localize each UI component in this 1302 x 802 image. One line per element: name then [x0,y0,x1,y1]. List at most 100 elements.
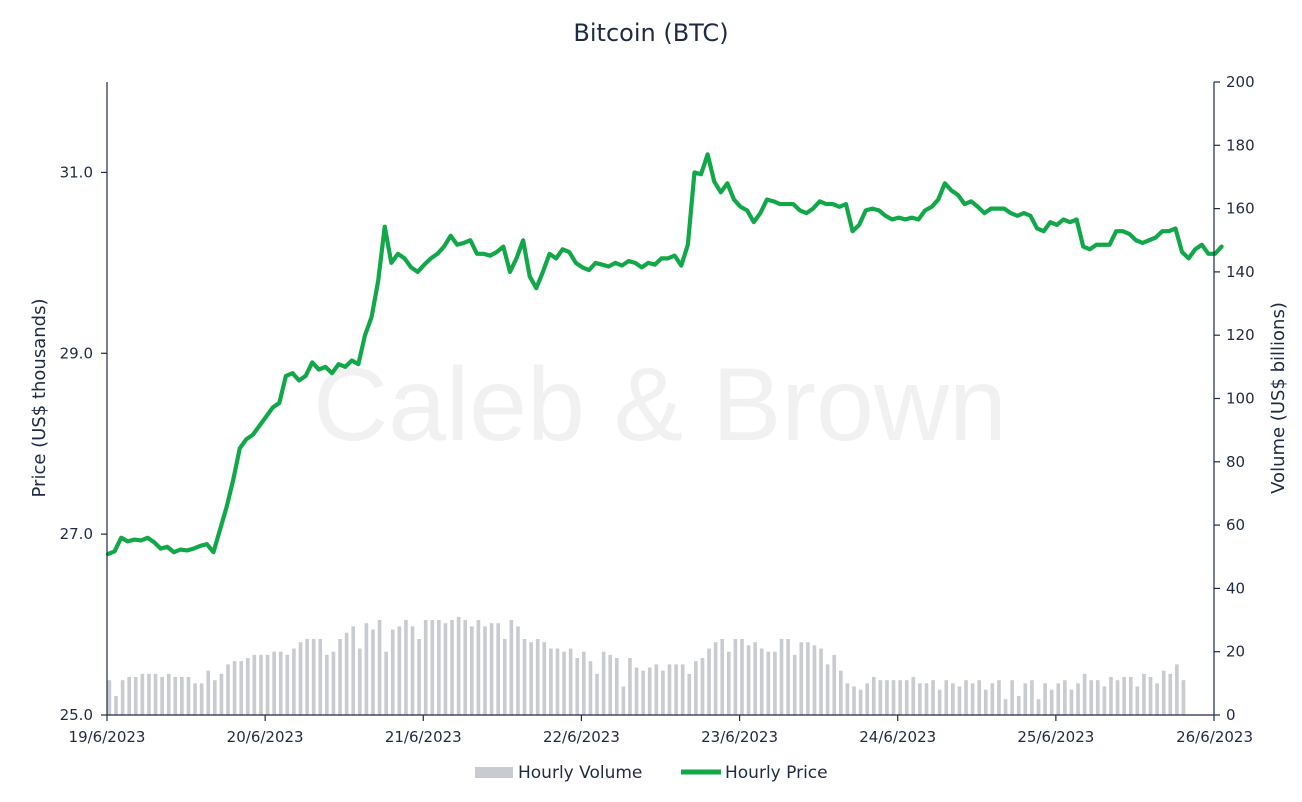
volume-bar [509,620,514,715]
volume-bar [766,651,771,715]
volume-bar [377,620,382,715]
volume-bar [371,629,375,715]
volume-bar [239,661,244,715]
volume-bar [502,639,507,715]
volume-bar [845,683,850,715]
volume-bar [878,680,883,715]
x-tick-label: 24/6/2023 [859,728,936,746]
right-tick-label: 20 [1226,643,1245,661]
left-tick-label: 31.0 [60,163,93,181]
volume-bar [924,683,929,715]
volume-bar [839,670,843,715]
right-tick-label: 200 [1226,73,1255,91]
volume-bar [937,689,942,715]
volume-bar [107,680,112,715]
volume-bar [153,673,158,715]
legend-price-label: Hourly Price [725,763,828,783]
volume-bar [773,651,777,715]
volume-bar [726,651,731,715]
volume-bar [232,661,237,715]
volume-bar [384,651,388,715]
left-tick-label: 27.0 [60,525,93,543]
volume-bar [450,620,454,715]
legend-volume-swatch [475,767,513,778]
volume-bar [272,651,276,715]
volume-bar [1030,680,1034,715]
volume-bar [489,623,494,715]
volume-bar [601,651,606,715]
volume-bar [871,677,876,715]
volume-bar [140,673,145,715]
volume-bar [555,648,560,715]
volume-bar [133,677,138,715]
volume-bar [687,673,692,715]
volume-bar [351,626,356,715]
volume-bar [720,639,725,715]
volume-bar [891,680,896,715]
volume-bar [595,673,599,715]
volume-bar [799,642,804,715]
volume-bar [898,680,902,715]
volume-bar [193,683,197,715]
volume-bar [1069,689,1074,715]
x-tick-label: 21/6/2023 [385,728,462,746]
volume-bar [410,626,415,715]
volume-bar [1175,664,1179,715]
volume-bar [588,661,593,715]
volume-bar [575,658,580,715]
volume-bar [562,651,566,715]
volume-bar [390,629,395,715]
right-tick-label: 60 [1226,516,1245,534]
volume-bar [1135,686,1140,715]
volume-bar [325,654,329,715]
x-tick-label: 20/6/2023 [227,728,304,746]
volume-bar [245,658,250,715]
volume-bar [1043,683,1047,715]
volume-bar [819,648,823,715]
volume-bar [792,654,797,715]
volume-bar [858,689,863,715]
volume-bar [417,639,421,715]
volume-bar [318,639,323,715]
volume-bars [107,616,1186,715]
volume-bar [1109,677,1113,715]
volume-bar [931,680,935,715]
volume-bar [1102,686,1107,715]
x-tick-label: 19/6/2023 [69,728,146,746]
volume-bar [213,680,217,715]
legend: Hourly Volume Hourly Price [475,763,828,783]
volume-bar [707,648,711,715]
volume-bar [1056,683,1061,715]
watermark-text: Caleb & Brown [313,347,1007,463]
legend-volume-label: Hourly Volume [518,763,642,783]
left-y-axis-ticks: 25.0 27.0 29.0 31.0 [60,163,107,724]
volume-bar [331,651,336,715]
volume-bar [990,683,995,715]
volume-bar [680,664,685,715]
volume-bar [740,639,744,715]
volume-bar [114,696,118,715]
volume-bar [1089,680,1094,715]
volume-bar [259,654,263,715]
volume-bar [437,620,441,715]
volume-bar [1148,677,1153,715]
price-line [105,152,1224,557]
right-tick-label: 160 [1226,200,1255,218]
right-tick-label: 0 [1226,706,1236,724]
volume-bar [1155,683,1159,715]
volume-bar [733,639,738,715]
volume-bar [423,620,428,715]
volume-bar [621,686,626,715]
volume-bar [483,626,487,715]
volume-bar [186,677,191,715]
volume-bar [292,648,296,715]
volume-bar [582,651,586,715]
volume-bar [832,654,837,715]
volume-bar [1168,673,1173,715]
volume-bar [1063,680,1067,715]
volume-bar [1076,683,1080,715]
volume-bar [219,673,224,715]
volume-bar [549,648,553,715]
volume-bar [470,626,474,715]
volume-bar [661,670,665,715]
